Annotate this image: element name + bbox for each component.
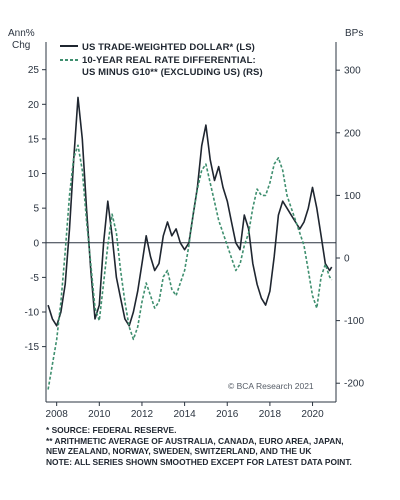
right-tick-label: 100 <box>344 191 361 202</box>
left-tick-label: 20 <box>28 100 40 111</box>
left-tick-label: 10 <box>28 169 40 180</box>
x-tick-label: 2018 <box>259 409 282 420</box>
left-tick-label: -5 <box>30 273 39 284</box>
footnotes: * SOURCE: FEDERAL RESERVE. ** ARITHMETIC… <box>46 425 396 467</box>
right-tick-label: -100 <box>344 316 364 327</box>
x-tick-label: 2020 <box>301 409 324 420</box>
x-tick-label: 2008 <box>46 409 69 420</box>
series-real-rate-differential-line <box>47 144 333 390</box>
footnote-average: ** ARITHMETIC AVERAGE OF AUSTRALIA, CANA… <box>46 435 344 446</box>
credit-text: © BCA Research 2021 <box>228 381 314 391</box>
legend-label-rate-line2: US MINUS G10** (EXCLUDING US) (RS) <box>82 67 263 78</box>
right-axis-title: BPs <box>345 28 363 39</box>
x-tick-label: 2012 <box>131 409 154 420</box>
footnote-source: * SOURCE: FEDERAL RESERVE. <box>46 425 177 435</box>
footnote-average-cont: NEW ZEALAND, NORWAY, SWEDEN, SWITZERLAND… <box>46 446 312 457</box>
x-tick-label: 2016 <box>216 409 239 420</box>
x-tick-label: 2010 <box>88 409 111 420</box>
left-tick-label: -10 <box>25 308 40 319</box>
left-axis-title-line2: Chg <box>12 40 30 51</box>
right-tick-label: 0 <box>344 254 350 265</box>
right-tick-label: 200 <box>344 128 361 139</box>
plot-frame <box>45 42 337 403</box>
left-tick-label: 0 <box>33 238 39 249</box>
x-ticks: 2008 2010 2012 2014 2016 2018 2020 <box>46 402 324 420</box>
left-axis-title-line1: Ann% <box>8 28 35 39</box>
legend-label-dollar: US TRADE-WEIGHTED DOLLAR* (LS) <box>82 42 255 53</box>
left-tick-label: -15 <box>25 342 40 353</box>
series-us-trade-weighted-dollar-line <box>47 96 333 327</box>
left-tick-label: 15 <box>28 134 40 145</box>
footnote-smoothed: NOTE: ALL SERIES SHOWN SMOOTHED EXCEPT F… <box>46 456 352 467</box>
left-tick-label: 5 <box>33 204 39 215</box>
right-y-ticks: 300 200 100 0 -100 -200 <box>336 66 364 390</box>
right-tick-label: -200 <box>344 379 364 390</box>
left-y-ticks: 25 20 15 10 5 0 -5 -10 -15 <box>25 65 46 353</box>
left-tick-label: 25 <box>28 65 40 76</box>
right-tick-label: 300 <box>344 66 361 77</box>
legend-label-rate-line1: 10-YEAR REAL RATE DIFFERENTIAL: <box>82 55 256 66</box>
legend: US TRADE-WEIGHTED DOLLAR* (LS) 10-YEAR R… <box>60 42 263 78</box>
x-tick-label: 2014 <box>173 409 196 420</box>
